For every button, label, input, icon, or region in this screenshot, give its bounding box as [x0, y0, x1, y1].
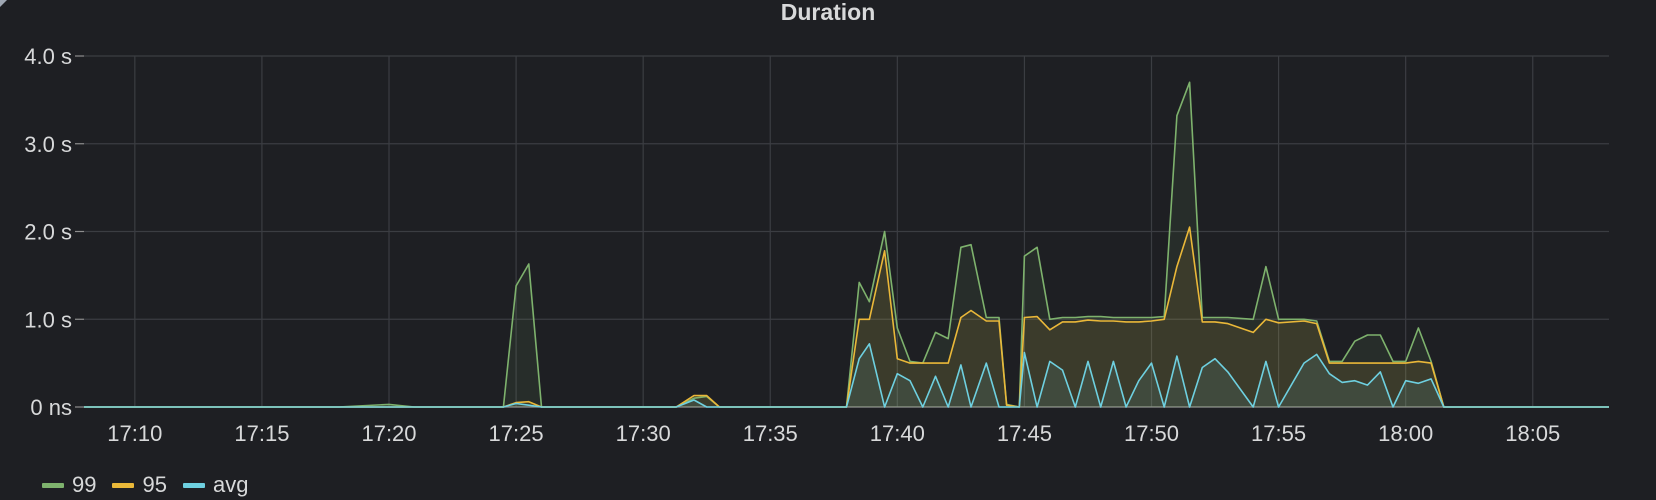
legend-item-99[interactable]: 99 [42, 472, 96, 498]
x-tick-label: 17:45 [997, 421, 1052, 446]
x-tick-label: 17:20 [361, 421, 416, 446]
panel-title[interactable]: Duration [780, 0, 876, 25]
x-tick-label: 17:35 [743, 421, 798, 446]
x-tick-label: 17:10 [107, 421, 162, 446]
y-tick-label: 4.0 s [24, 44, 72, 69]
chart-legend: 99 95 avg [42, 470, 248, 500]
x-tick-label: 17:25 [489, 421, 544, 446]
legend-swatch [42, 482, 64, 488]
x-tick-label: 17:50 [1124, 421, 1179, 446]
series-area-99 [84, 82, 1609, 408]
x-tick-label: 17:55 [1251, 421, 1306, 446]
chart-grid [75, 55, 1609, 408]
x-tick-label: 17:30 [616, 421, 671, 446]
series-fills [84, 82, 1609, 408]
legend-swatch [182, 482, 205, 488]
series-line-99[interactable] [84, 81, 1609, 408]
panel-menu-icon[interactable] [0, 0, 7, 7]
legend-item-95[interactable]: 95 [112, 472, 167, 498]
series-area-95 [84, 227, 1609, 407]
x-tick-label: 18:05 [1505, 421, 1560, 446]
legend-label: 95 [142, 472, 167, 497]
y-tick-label: 3.0 s [24, 132, 72, 157]
series-line-95[interactable] [84, 226, 1609, 408]
duration-chart[interactable]: 0 ns 1.0 s 2.0 s 3.0 s 4.0 s 17:10 17:15 17:20… [0, 0, 1656, 470]
x-axis-tick-labels: 17:10 17:15 17:20 17:25 17:30 17:35 17:40 17:45… [107, 421, 1560, 446]
y-tick-label: 2.0 s [24, 220, 72, 245]
legend-item-avg[interactable]: avg [182, 472, 249, 498]
x-tick-label: 17:15 [234, 421, 289, 446]
legend-label: 99 [72, 472, 97, 497]
x-tick-label: 17:40 [870, 421, 925, 446]
series-line-avg[interactable] [84, 343, 1609, 408]
y-axis-tick-labels: 0 ns 1.0 s 2.0 s 3.0 s 4.0 s [24, 44, 72, 420]
y-tick-label: 1.0 s [24, 307, 72, 332]
series-lines [84, 81, 1609, 408]
x-tick-label: 18:00 [1378, 421, 1433, 446]
legend-label: avg [212, 472, 249, 497]
legend-swatch [112, 482, 135, 488]
y-tick-label: 0 ns [30, 395, 72, 420]
series-area-avg [84, 343, 1609, 407]
